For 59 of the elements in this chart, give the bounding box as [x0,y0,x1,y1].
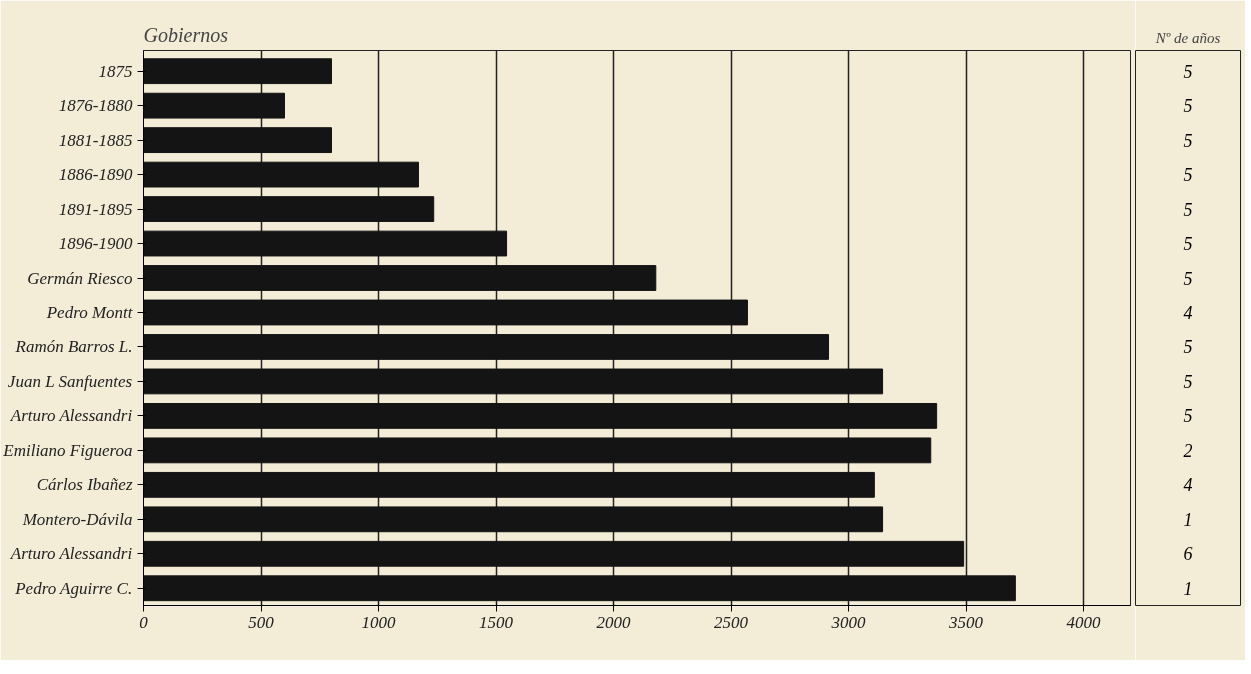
bar [143,58,332,85]
bar [143,368,884,395]
y-tick-label: Arturo Alessandri [9,544,133,564]
bar [143,334,830,360]
bar [143,161,419,188]
text: 5 [1183,234,1193,255]
text: 1 [1183,578,1193,599]
y2-axis-title: Nº de años [1154,29,1221,46]
bar [143,471,875,498]
y-tick-label: 1881-1885 [58,130,133,150]
x-tick-label: 1000 [361,612,396,632]
y-tick-label: Pedro Montt [45,302,134,322]
text: 2 [1183,440,1193,461]
x-tick-label: 2500 [714,612,749,632]
y-tick-label: Emiliano Figueroa [2,440,133,460]
y-axis-title: Gobiernos [143,23,229,46]
bar [143,299,748,326]
text: 5 [1183,371,1193,392]
y-tick-label: Montero-Dávila [21,509,133,529]
x-tick-label: 500 [248,612,275,632]
bar [143,506,884,533]
y-tick-label: Ramón Barros L. [14,337,133,357]
x-tick-label: 3000 [830,612,866,632]
text: 5 [1183,130,1193,151]
y-tick-label: 1896-1900 [58,234,133,254]
y-tick-label: Arturo Alessandri [9,406,133,426]
text: 4 [1183,475,1193,496]
x-tick-label: 3500 [948,612,984,632]
text: 5 [1183,199,1193,220]
bar [143,230,508,257]
y-tick-label: 1891-1895 [58,199,133,219]
text: 5 [1183,268,1193,289]
x-tick-label: 2000 [596,612,631,632]
y-tick-label: Cárlos Ibañez [36,475,133,495]
x-tick-label: 1500 [479,612,514,632]
y-tick-label: Juan L Sanfuentes [7,371,133,391]
text: 5 [1183,337,1193,358]
y-tick-label: 1876-1880 [58,96,133,116]
text: 5 [1183,406,1193,427]
bar [143,196,435,222]
x-tick-label: 4000 [1066,612,1101,632]
y-tick-label: 1875 [98,61,133,81]
text: 4 [1183,302,1193,323]
text: 5 [1183,61,1193,82]
y-tick-label: Germán Riesco [27,268,133,288]
bar [143,540,965,567]
bar [143,437,932,464]
bar [143,575,1016,602]
x-tick-label: 0 [139,612,149,632]
bar [143,402,938,429]
text: 1 [1183,509,1193,530]
text: 5 [1183,96,1193,117]
y-tick-label: 1886-1890 [58,165,133,185]
y-tick-label: Pedro Aguirre C. [14,578,133,598]
bar [143,127,332,154]
text: 6 [1183,544,1193,565]
bar [143,265,657,291]
bar [143,92,285,119]
text: 5 [1183,165,1193,186]
